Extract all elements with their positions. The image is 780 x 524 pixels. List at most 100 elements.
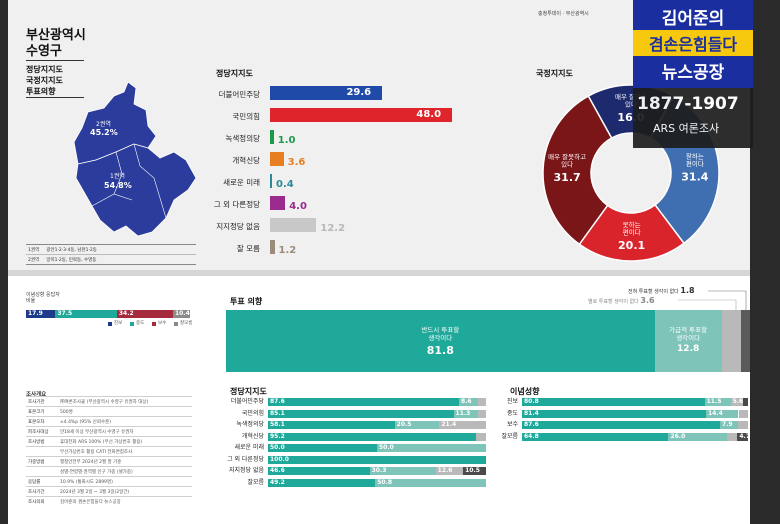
section-menu: 정당지지도 국정지지도 투표의향 — [26, 64, 63, 97]
callout-leader-rarely — [678, 299, 737, 311]
ideology-legend-swatch — [174, 322, 178, 326]
party-bar-value: 0.4 — [276, 179, 294, 190]
party-bar-label: 개혁신당 — [232, 156, 260, 165]
party-bar-label: 잘 모름 — [236, 244, 260, 253]
vote-intent-segment — [740, 310, 750, 372]
vote-intent-segment: 가급적 투표할 생각이다 12.8 — [654, 310, 722, 372]
party-support-title: 정당지지도 — [216, 69, 253, 78]
party-bar-value: 4.0 — [289, 201, 307, 212]
menu-item: 투표의향 — [26, 87, 56, 96]
overview-value: 2024년 3월 2일 ~ 3월 3일(2일간) — [60, 490, 130, 495]
party-bar — [270, 174, 272, 188]
ideology-bar: 17.9 37.5 34.2 10.4 — [26, 310, 190, 318]
ideology-legend-swatch — [130, 322, 134, 326]
vote-intent-bar: 반드시 투표할 생각이다 81.8 가급적 투표할 생각이다 12.8 — [226, 310, 750, 372]
party-bar — [270, 130, 274, 144]
legend-district-desc: 망미1·2동, 민락동, 수영동 — [46, 258, 97, 263]
region-title-city: 부산광역시 — [26, 28, 86, 43]
ideology-title: 이념성향 응답자 비율 — [26, 292, 60, 304]
crosstab-row-label: 더불어민주당 — [230, 398, 264, 405]
legend-district-name: 1권역 — [28, 248, 40, 253]
legend-divider-mid — [26, 254, 196, 255]
crosstab-value: 26.0 — [670, 432, 686, 440]
crosstab-value: 87.6 — [524, 421, 539, 428]
party-bar-label: 녹색정의당 — [225, 134, 261, 143]
party-bar-label: 새로운 미래 — [223, 178, 260, 187]
ideology-legend-label: 잘모름 — [180, 321, 193, 326]
approval-slice — [578, 203, 686, 262]
crosstab-value: 64.8 — [524, 432, 539, 440]
vote-intent-segment: 반드시 투표할 생각이다 81.8 — [226, 310, 655, 372]
district-2-pct: 45.2% — [90, 128, 118, 137]
approval-title: 국정지지도 — [536, 69, 573, 78]
vote-callout-leaders — [678, 290, 747, 311]
overview-value: 무선가상번호 활용 CATI 전화면접조사 — [60, 450, 133, 455]
vote-callout-never: 전혀 투표할 생각이 없다 1.8 — [628, 286, 695, 295]
crosstab-row-label: 새로운 미래 — [234, 444, 264, 451]
ideology-segment: 10.4 — [172, 310, 190, 318]
logo-highlight-band — [633, 30, 753, 56]
vote-intent-value: 12.8 — [677, 344, 700, 354]
approval-slice-label: 잘하는 편이다 — [686, 152, 704, 169]
crosstab-row-label: 중도 — [506, 409, 518, 417]
vote-intent-title: 투표 의향 — [230, 297, 263, 306]
crosstab-value: 5.6 — [732, 398, 744, 405]
crosstab-segment: 87.6 — [268, 398, 459, 406]
page-fold — [8, 270, 750, 276]
crosstab-value: 58.1 — [270, 421, 285, 428]
crosstab-segment — [737, 421, 748, 429]
party-bar — [270, 196, 286, 210]
map-inner-borders — [91, 143, 167, 219]
crosstab-value: 50.8 — [377, 478, 393, 486]
approval-slice-value: 31.4 — [681, 171, 708, 184]
ideology-segment: 37.5 — [55, 310, 117, 318]
crosstab-segment: 14.4 — [705, 409, 739, 418]
overview-key: 표본오차 — [28, 420, 45, 425]
overview-value: 성별·연령별·권역별 인구 가중 (셀가중) — [60, 470, 133, 475]
ideology-segment: 34.2 — [116, 310, 173, 318]
overview-row: 무선가상번호 활용 CATI 전화면접조사 — [26, 446, 192, 457]
logo-line-1: 김어준의 — [662, 9, 725, 29]
overview-value: 행정안전부 2024년 2월 말 기준 — [60, 460, 122, 465]
callout-value: 3.6 — [640, 296, 655, 305]
ideology-legend: 진보 중도 보수 잘모름 — [108, 320, 208, 328]
news-factory-logo: 김어준의 겸손은힘들다 뉴스공장 — [633, 0, 753, 88]
menu-item: 국정지지도 — [26, 76, 63, 85]
crosstab-segment — [743, 398, 748, 406]
overview-row: 표본오차 ±4.4%p (95% 신뢰수준) — [26, 416, 192, 427]
ideology-legend-label: 중도 — [136, 321, 145, 326]
legend-district-desc: 광안1·2·3·4동, 남천1·2동 — [46, 248, 97, 253]
overview-key: 가중방법 — [28, 460, 45, 465]
overview-row: 피조사대상 만18세 이상 부산광역시 수영구 유권자 — [26, 426, 192, 437]
overview-value: 10.9% (통화시도 2899명) — [60, 480, 113, 485]
crosstab-segment: 30.3 — [369, 467, 436, 475]
overview-key: 조사기관 — [28, 400, 45, 405]
crosstab-segment — [477, 398, 486, 406]
crosstab-row-label: 지지정당 없음 — [228, 467, 264, 474]
crosstab-value: 7.9 — [721, 421, 733, 428]
crosstab-value: 100.0 — [270, 455, 289, 463]
crosstab-segment: 7.9 — [719, 421, 738, 429]
crosstab-value: 85.1 — [270, 409, 285, 417]
party-bar-value: 1.0 — [277, 135, 296, 146]
callout-leader-never — [708, 290, 747, 311]
overview-value: 500명 — [60, 410, 73, 415]
district-map: 2권역 45.2% 1권역 54.8% — [73, 82, 197, 237]
crosstab-segment: 21.4 — [439, 421, 486, 429]
ideology-segment: 17.9 — [26, 310, 56, 318]
party-support-chart: 더불어민주당 29.6 국민의힘 48.0 녹색정의당 1.0 개혁신당 3.6 새로운 미래 0… — [180, 86, 453, 266]
party-bar — [270, 240, 275, 254]
party-bar-label: 지지정당 없음 — [216, 222, 260, 231]
legend-divider-top — [26, 244, 196, 245]
crosstab-value: 50.0 — [270, 444, 285, 451]
party-bar-label: 더불어민주당 — [218, 90, 260, 99]
crosstab-value: 49.2 — [270, 478, 285, 486]
overview-value: ±4.4%p (95% 신뢰수준) — [60, 420, 111, 425]
crosstab-segment: 10.5 — [463, 467, 486, 475]
crosstab-segment: 12.6 — [435, 467, 464, 475]
crosstab-segment — [478, 409, 486, 418]
overview-row: 응답률 10.9% (통화시도 2899명) — [26, 476, 192, 487]
party-bar-value: 1.2 — [278, 245, 297, 256]
district-2-shape — [73, 82, 157, 165]
crosstab-value: 20.5 — [396, 421, 412, 428]
